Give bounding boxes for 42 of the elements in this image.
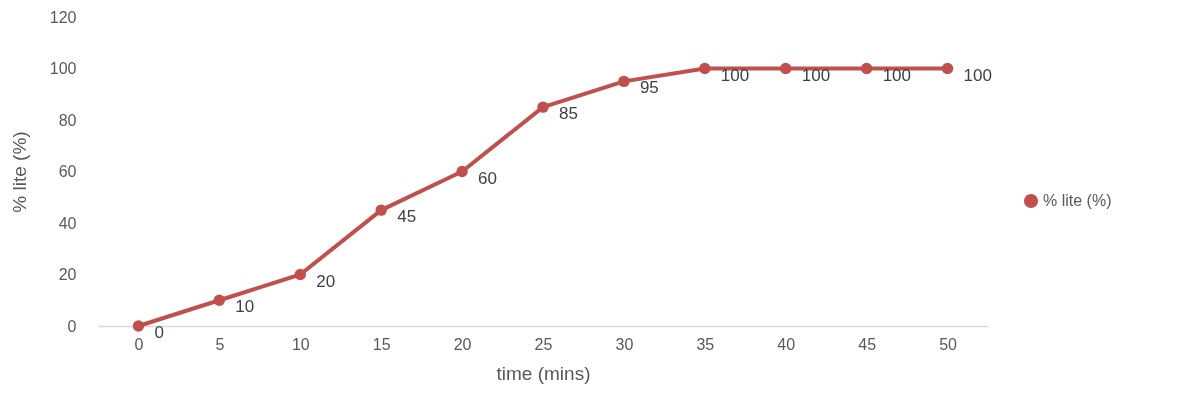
x-tick-label: 35	[696, 335, 715, 353]
x-tick-label: 45	[858, 335, 877, 353]
data-label: 100	[882, 65, 912, 85]
point	[780, 62, 792, 75]
point	[132, 320, 145, 332]
x-axis-title: time (mins)	[496, 362, 591, 384]
point	[294, 268, 306, 281]
y-tick-label: 60	[58, 163, 77, 180]
x-tick-label: 0	[134, 335, 144, 353]
y-tick-label: 100	[49, 60, 77, 77]
data-label: 95	[639, 78, 659, 98]
y-tick-label: 0	[67, 317, 77, 335]
data-label: 60	[478, 168, 498, 188]
point	[860, 62, 873, 75]
data-label: 100	[720, 65, 750, 85]
x-tick-label: 30	[615, 335, 634, 353]
point	[375, 204, 387, 216]
x-tick-label: 20	[453, 335, 472, 353]
x-tick-label: 10	[291, 335, 310, 353]
x-tick-label: 5	[215, 335, 225, 353]
point	[618, 75, 630, 88]
x-tick-label: 15	[372, 335, 391, 353]
point	[456, 165, 468, 178]
point	[537, 101, 549, 113]
data-label: 100	[801, 65, 831, 85]
y-tick-label: 40	[58, 214, 77, 232]
point	[699, 62, 711, 75]
data-label: 85	[559, 104, 578, 124]
data-label: 45	[397, 207, 417, 227]
x-tick-label: 50	[939, 335, 958, 353]
y-tick-label: 120	[49, 8, 77, 26]
point	[941, 62, 954, 75]
x-tick-label: 25	[534, 335, 553, 353]
y-tick-label: 80	[58, 111, 77, 129]
y-tick-label: 20	[58, 266, 77, 283]
point	[213, 294, 226, 306]
data-label: 100	[963, 65, 992, 85]
data-label: 10	[235, 297, 255, 317]
x-tick-label: 40	[777, 335, 796, 353]
y-axis-title: % lite (%)	[8, 131, 30, 213]
legend-label: % lite (%)	[1043, 192, 1112, 209]
data-label: 20	[316, 271, 336, 291]
